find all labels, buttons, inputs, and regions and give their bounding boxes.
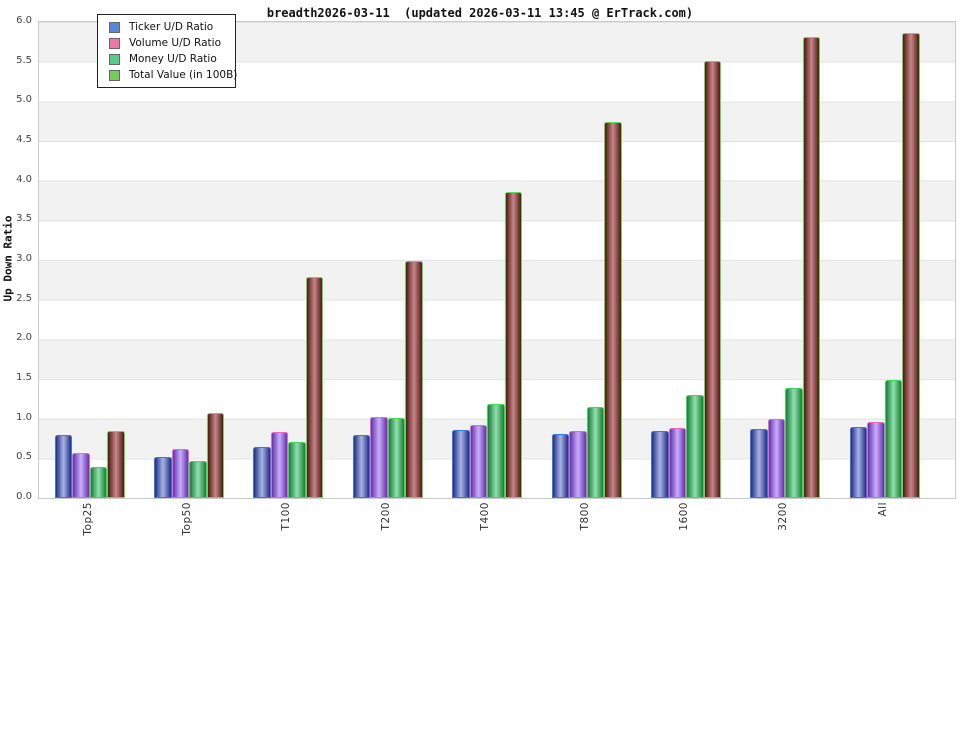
bar-ticker-u-d-ratio [154, 456, 172, 498]
legend-swatch-icon [109, 69, 120, 81]
bar-total-value-in-100b [405, 260, 423, 498]
y-tick-label: 0.0 [16, 491, 32, 502]
bar-total-value-in-100b [206, 412, 224, 498]
legend-item: Ticker U/D Ratio [106, 21, 227, 33]
y-tick-label: 2.5 [16, 292, 32, 304]
bar-money-u-d-ratio [189, 461, 207, 498]
legend-item: Money U/D Ratio [106, 53, 227, 65]
y-tick-label: 1.0 [16, 411, 32, 423]
legend-item: Volume U/D Ratio [106, 37, 227, 49]
bar-volume-u-d-ratio [668, 427, 686, 498]
y-tick-label: 2.0 [16, 332, 32, 344]
y-tick-label: 0.5 [16, 451, 32, 463]
legend-label: Ticker U/D Ratio [129, 21, 214, 33]
bar-volume-u-d-ratio [370, 416, 388, 498]
bar-money-u-d-ratio [586, 406, 605, 498]
x-category-label: T800 [578, 502, 591, 531]
bar-ticker-u-d-ratio [253, 447, 271, 498]
x-category-label: Top50 [181, 502, 193, 536]
bar-ticker-u-d-ratio [54, 435, 73, 498]
bar-total-value-in-100b [107, 431, 125, 498]
bar-money-u-d-ratio [785, 388, 803, 498]
bar-ticker-u-d-ratio [452, 430, 470, 498]
bar-total-value-in-100b [604, 121, 622, 498]
bar-total-value-in-100b [902, 32, 920, 498]
bar-money-u-d-ratio [89, 466, 108, 498]
bar-total-value-in-100b [703, 60, 721, 498]
bar-ticker-u-d-ratio [651, 431, 669, 498]
bar-volume-u-d-ratio [767, 419, 786, 498]
legend-label: Volume U/D Ratio [129, 37, 221, 49]
legend-swatch-icon [109, 37, 120, 49]
bar-volume-u-d-ratio [867, 421, 885, 498]
bar-money-u-d-ratio [288, 442, 306, 498]
y-tick-label: 3.0 [16, 253, 32, 264]
bar-volume-u-d-ratio [469, 424, 488, 498]
bar-money-u-d-ratio [387, 417, 406, 498]
x-category-label: T100 [280, 502, 293, 531]
y-tick-label: 6.0 [16, 15, 32, 26]
y-tick-label: 1.5 [16, 372, 32, 383]
legend-label: Total Value (in 100B) [129, 69, 238, 81]
bar-money-u-d-ratio [487, 404, 505, 498]
bar-volume-u-d-ratio [171, 448, 189, 498]
x-category-label: Top25 [81, 502, 94, 536]
bar-ticker-u-d-ratio [551, 434, 570, 498]
x-category-label: T400 [479, 502, 492, 531]
y-tick-label: 4.5 [16, 134, 32, 145]
legend-label: Money U/D Ratio [129, 53, 217, 65]
bar-total-value-in-100b [504, 191, 523, 498]
bar-ticker-u-d-ratio [849, 427, 868, 498]
bar-ticker-u-d-ratio [750, 428, 768, 498]
x-category-label: 1600 [678, 502, 690, 531]
plot-area [38, 21, 956, 499]
y-tick-label: 5.0 [16, 94, 32, 106]
bar-total-value-in-100b [802, 36, 821, 498]
legend-swatch-icon [109, 53, 120, 65]
bar-money-u-d-ratio [884, 379, 903, 498]
legend-item: Total Value (in 100B) [106, 69, 237, 81]
bar-total-value-in-100b [305, 277, 324, 498]
x-category-label: 3200 [777, 502, 790, 531]
bar-volume-u-d-ratio [72, 453, 90, 498]
y-tick-label: 5.5 [16, 54, 32, 66]
legend-swatch-icon [109, 21, 120, 33]
bar-volume-u-d-ratio [569, 431, 587, 498]
x-category-label: All [876, 502, 889, 517]
y-tick-label: 3.5 [16, 213, 32, 225]
x-category-label: T200 [379, 502, 392, 531]
breadth-bar-chart: breadth2026-03-11 (updated 2026-03-11 13… [1, 6, 956, 536]
chart-title: breadth2026-03-11 (updated 2026-03-11 13… [266, 6, 694, 20]
bar-money-u-d-ratio [686, 395, 704, 498]
legend-box: Ticker U/D Ratio Volume U/D Ratio Money U/… [97, 14, 237, 88]
y-tick-label: 4.0 [16, 173, 32, 185]
bar-volume-u-d-ratio [270, 431, 289, 498]
bar-ticker-u-d-ratio [352, 435, 371, 498]
